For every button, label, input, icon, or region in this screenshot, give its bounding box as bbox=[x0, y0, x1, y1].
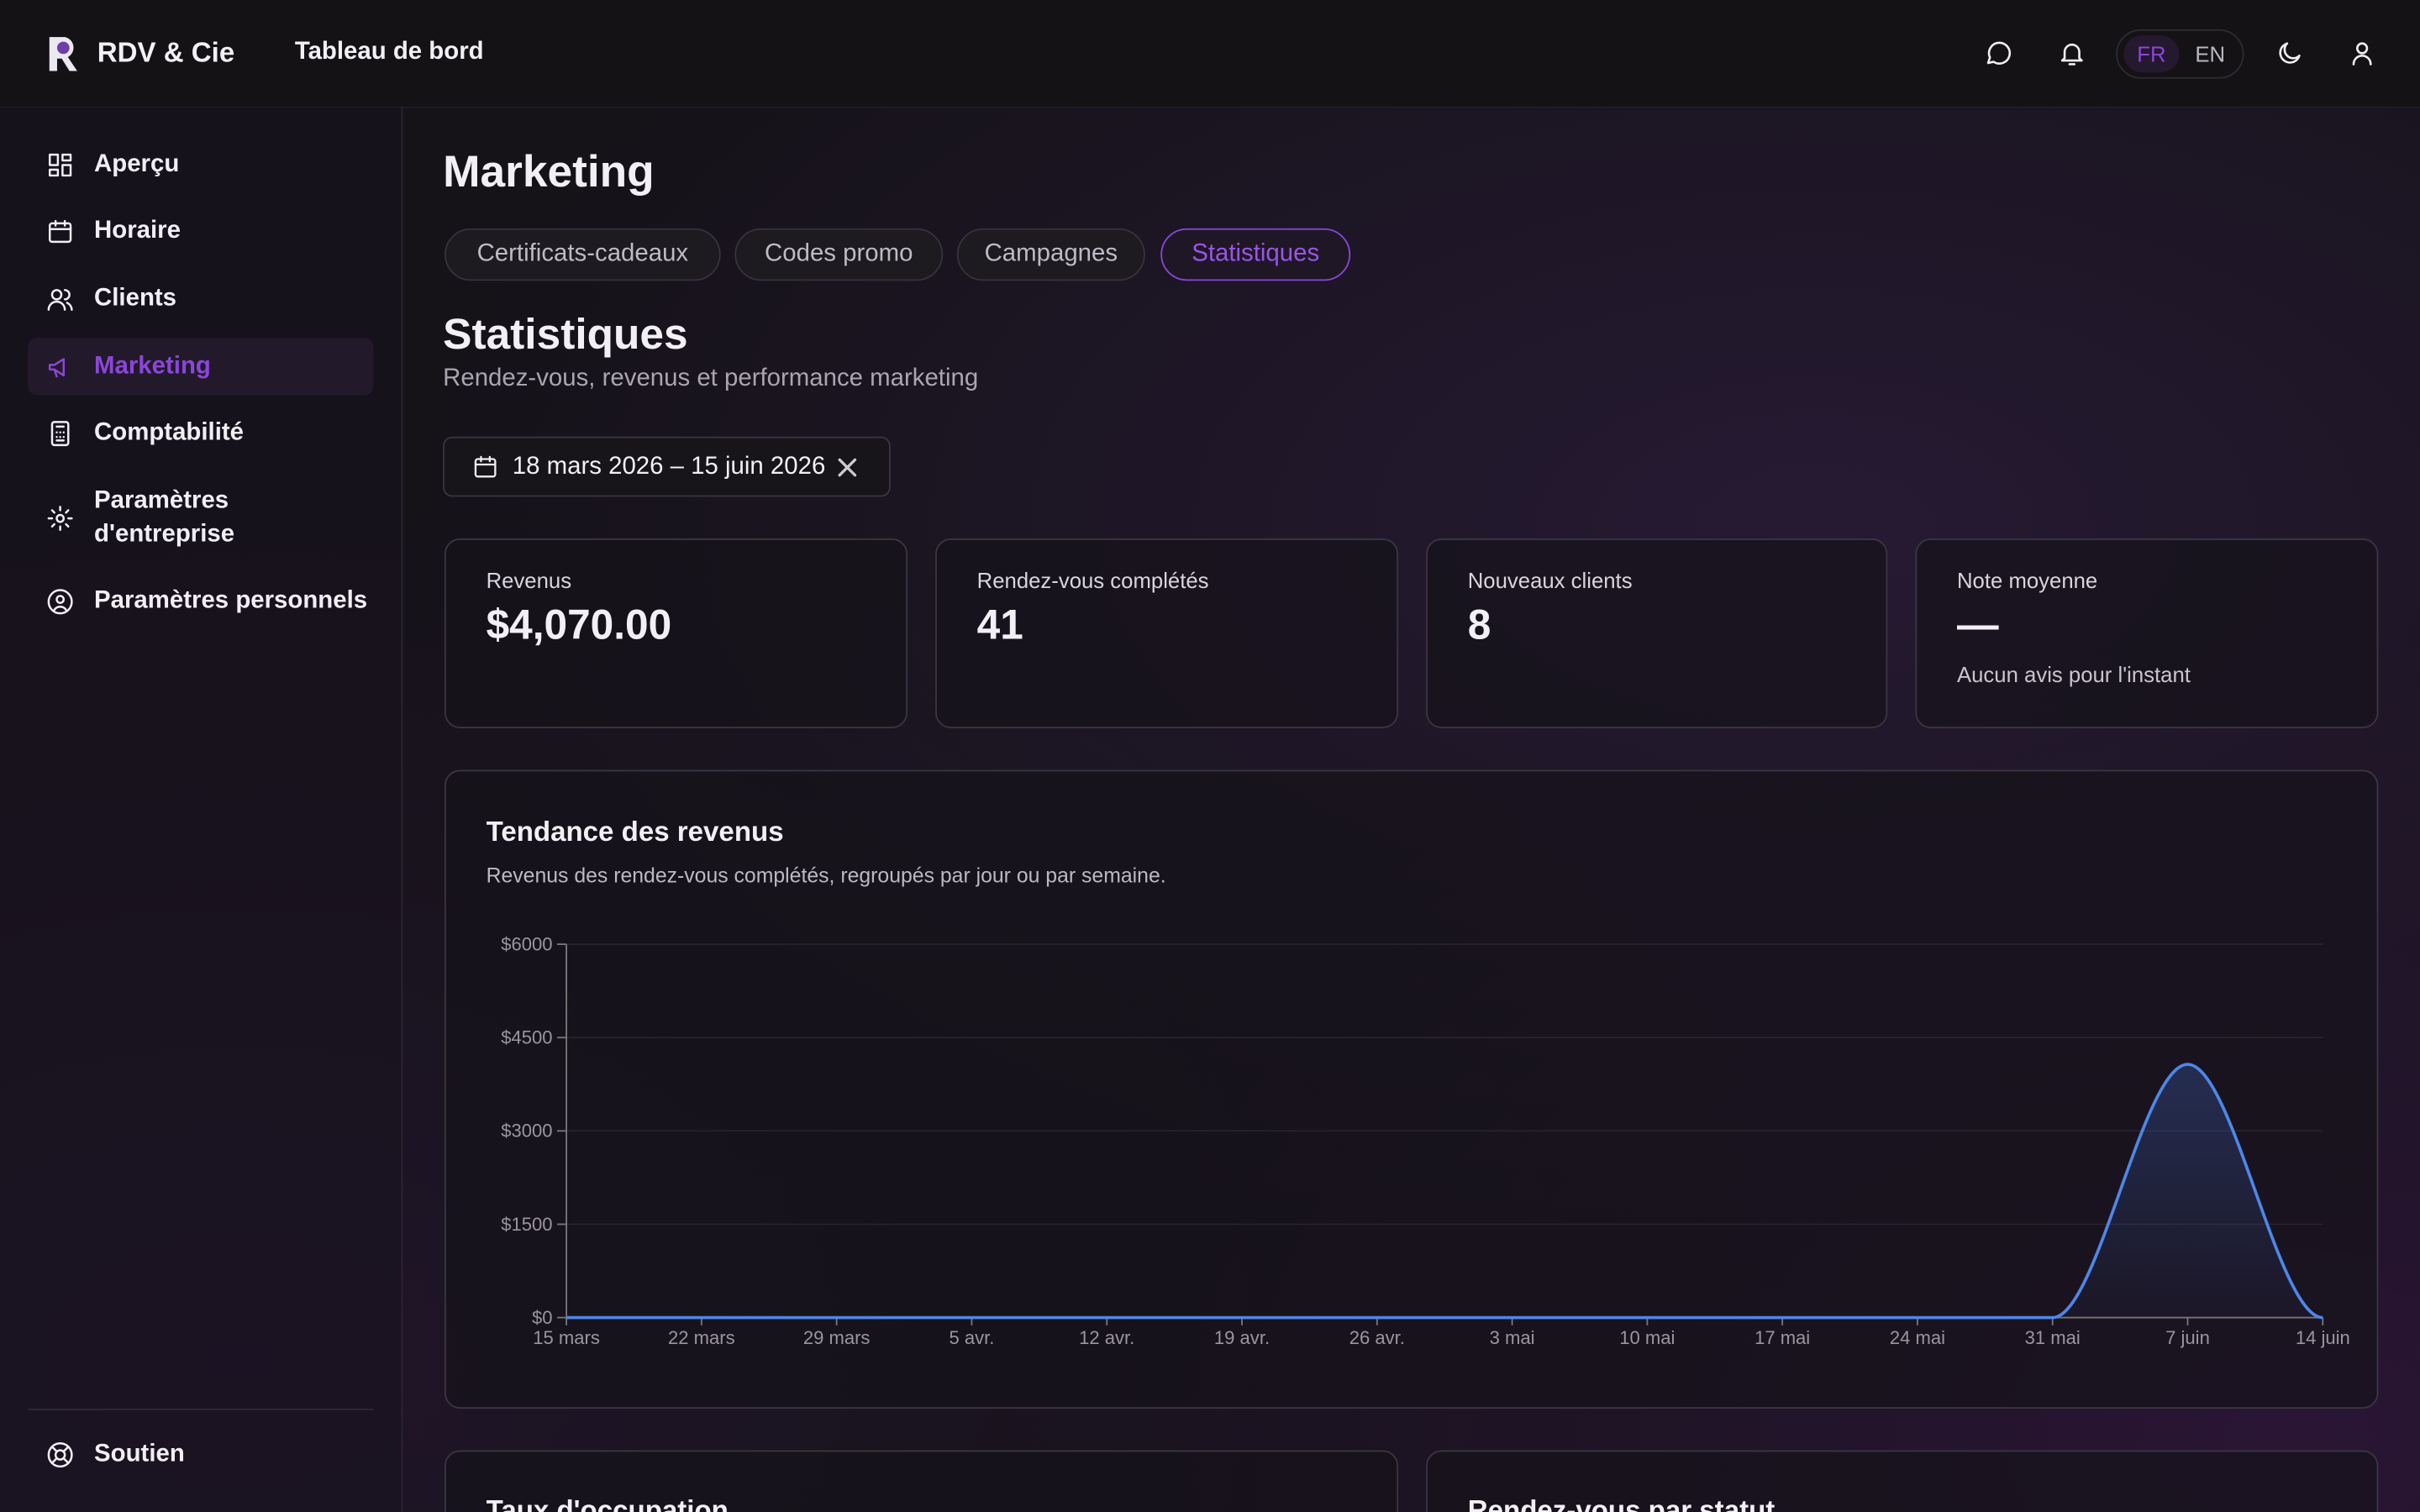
tab[interactable]: Certificats-cadeaux bbox=[444, 228, 721, 281]
account-icon[interactable] bbox=[2348, 39, 2377, 68]
nav-icon bbox=[50, 420, 70, 446]
tab[interactable]: Campagnes bbox=[956, 228, 1145, 281]
stat-card: Nouveaux clients 8 bbox=[1426, 538, 1888, 728]
x-tick-label: 29 mars bbox=[803, 1327, 871, 1348]
card-title: Taux d'occupation bbox=[486, 1494, 729, 1512]
nav-item-active[interactable]: Marketing bbox=[28, 338, 374, 396]
stat-value: 41 bbox=[976, 601, 1023, 648]
chart-card: Rendez-vous par statut bbox=[1426, 1450, 2379, 1512]
x-tick-label: 31 mai bbox=[2025, 1327, 2081, 1348]
nav-item[interactable]: Soutien bbox=[28, 1425, 373, 1483]
logo[interactable] bbox=[45, 34, 83, 74]
clear-icon[interactable] bbox=[838, 458, 857, 477]
section-heading: Statistiques bbox=[443, 310, 688, 359]
section-title: Tableau de bord bbox=[294, 38, 484, 66]
x-tick-label: 5 avr. bbox=[949, 1327, 994, 1348]
nav-icon bbox=[47, 588, 73, 614]
top-bar: RDV & Cie Tableau de bord FR EN bbox=[0, 0, 2420, 108]
nav-icon bbox=[48, 357, 66, 377]
stat-card: Rendez-vous complétés 41 bbox=[935, 538, 1399, 728]
notifications-icon[interactable] bbox=[2057, 39, 2086, 68]
x-tick-label: 7 juin bbox=[2165, 1327, 2210, 1348]
stat-label: Revenus bbox=[486, 567, 572, 593]
tab[interactable]: Codes promo bbox=[734, 228, 944, 281]
stat-note: Aucun avis pour l'instant bbox=[1956, 661, 2191, 687]
nav-label: Comptabilité bbox=[94, 418, 245, 445]
sidebar: Aperçu Horaire Clients Marketing Comptab… bbox=[0, 106, 403, 1512]
nav-item[interactable]: Comptabilité bbox=[28, 404, 373, 461]
language-switch: FR EN bbox=[2116, 29, 2244, 79]
chart: $0 $1500 $3000 $4500 $6000 15 mars 22 mars 29 m… bbox=[501, 933, 2350, 1348]
nav-label: Soutien bbox=[94, 1440, 185, 1467]
nav-label: Clients bbox=[94, 284, 177, 312]
x-tick-label: 19 avr. bbox=[1214, 1327, 1270, 1348]
nav-label: Paramètres personnels bbox=[94, 586, 368, 614]
x-tick-label: 12 avr. bbox=[1079, 1327, 1134, 1348]
calendar-icon bbox=[474, 455, 497, 478]
messages-icon[interactable] bbox=[1983, 39, 2012, 68]
nav-item[interactable]: Clients bbox=[28, 270, 373, 327]
y-tick-label: $0 bbox=[532, 1307, 553, 1328]
nav-item[interactable]: Horaire bbox=[28, 202, 373, 260]
x-tick-label: 3 mai bbox=[1490, 1327, 1535, 1348]
x-tick-label: 26 avr. bbox=[1349, 1327, 1405, 1348]
section-subtitle: Rendez-vous, revenus et performance mark… bbox=[443, 365, 979, 392]
stat-label: Rendez-vous complétés bbox=[976, 567, 1209, 593]
stat-label: Nouveaux clients bbox=[1467, 567, 1633, 593]
nav-item[interactable]: Paramètres personnels bbox=[28, 572, 373, 629]
lang-en[interactable]: EN bbox=[2195, 41, 2226, 66]
x-tick-label: 24 mai bbox=[1890, 1327, 1945, 1348]
theme-icon[interactable] bbox=[2275, 39, 2304, 68]
y-tick-label: $1500 bbox=[501, 1214, 552, 1235]
x-tick-label: 22 mars bbox=[668, 1327, 735, 1348]
nav-icon bbox=[47, 288, 73, 311]
tab-active[interactable]: Statistiques bbox=[1160, 228, 1351, 281]
date-range-picker[interactable]: 18 mars 2026 – 15 juin 2026 bbox=[443, 436, 891, 497]
stat-value: — bbox=[1956, 601, 1999, 648]
nav-label: Horaire bbox=[94, 217, 181, 244]
chart-subtitle: Revenus des rendez-vous complétés, regro… bbox=[486, 864, 1166, 888]
y-tick-label: $6000 bbox=[501, 933, 552, 954]
nav-item[interactable]: Paramètres d'entreprise bbox=[28, 478, 373, 559]
stat-value: 8 bbox=[1467, 601, 1491, 648]
nav-item[interactable]: Aperçu bbox=[28, 136, 373, 193]
nav-label: Aperçu bbox=[94, 150, 180, 177]
nav-label: Marketing bbox=[94, 352, 211, 379]
nav-label: Paramètres d'entreprise bbox=[94, 487, 235, 549]
x-tick-label: 10 mai bbox=[1619, 1327, 1675, 1348]
separator bbox=[28, 1408, 374, 1410]
card-title: Rendez-vous par statut bbox=[1467, 1494, 1776, 1512]
brand[interactable]: RDV & Cie bbox=[97, 37, 235, 68]
x-tick-label: 17 mai bbox=[1754, 1327, 1810, 1348]
y-tick-label: $4500 bbox=[501, 1027, 552, 1048]
x-tick-label: 15 mars bbox=[533, 1327, 600, 1348]
line-area bbox=[566, 1064, 2323, 1318]
nav-icon bbox=[47, 1441, 73, 1467]
chart-card: Tendance des revenus Revenus des rendez-… bbox=[444, 769, 2379, 1409]
nav-icon bbox=[48, 152, 72, 176]
date-range: 18 mars 2026 – 15 juin 2026 bbox=[512, 454, 826, 480]
nav-icon bbox=[48, 218, 72, 243]
chart-title: Tendance des revenus bbox=[486, 816, 784, 848]
stat-card: Note moyenne — Aucun avis pour l'instant bbox=[1915, 538, 2379, 728]
nav-icon bbox=[47, 506, 73, 532]
page-title: Marketing bbox=[443, 148, 655, 198]
stat-value: $4,070.00 bbox=[486, 601, 672, 648]
chart-card: Taux d'occupation bbox=[444, 1450, 1399, 1512]
stat-label: Note moyenne bbox=[1956, 567, 2098, 593]
lang-fr[interactable]: FR bbox=[2123, 35, 2180, 73]
stat-card: Revenus $4,070.00 bbox=[444, 538, 908, 728]
y-tick-label: $3000 bbox=[501, 1121, 552, 1142]
x-tick-label: 14 juin bbox=[2296, 1327, 2350, 1348]
line-series bbox=[566, 1063, 2323, 1320]
